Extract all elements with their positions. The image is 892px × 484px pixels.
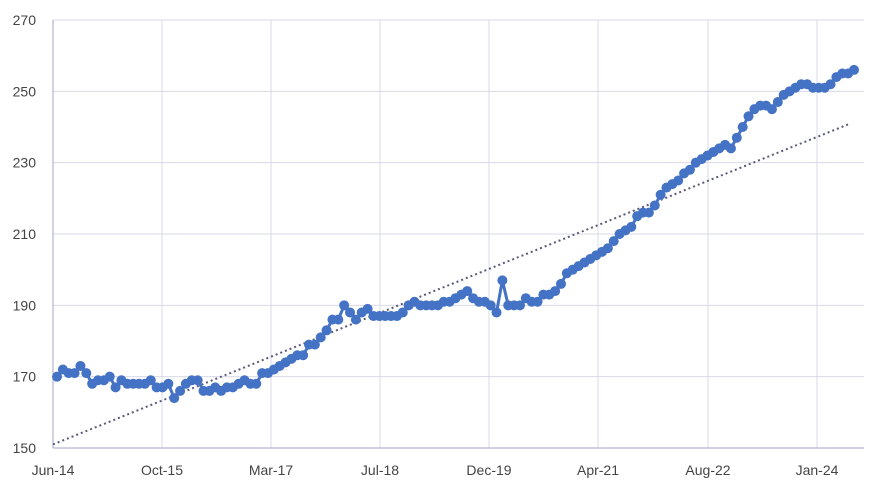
series-layer	[52, 64, 859, 404]
data-point	[649, 200, 660, 211]
data-point	[169, 393, 180, 404]
y-tick-label: 210	[13, 226, 37, 242]
y-tick-label: 230	[13, 155, 37, 171]
data-point	[731, 132, 742, 143]
x-tick-label: Jun-14	[32, 462, 75, 478]
trendline-layer	[52, 122, 851, 446]
data-point	[69, 368, 80, 379]
data-point	[104, 371, 115, 382]
data-point	[251, 378, 262, 389]
data-point	[75, 360, 86, 371]
data-point	[362, 303, 373, 314]
data-point	[725, 143, 736, 154]
y-tick-label: 250	[13, 83, 37, 99]
data-point	[643, 207, 654, 218]
data-point	[684, 164, 695, 175]
y-tick-label: 170	[13, 369, 37, 385]
y-tick-label: 150	[13, 440, 37, 456]
data-point	[298, 350, 309, 361]
data-point	[608, 236, 619, 247]
data-point	[163, 378, 174, 389]
x-tick-label: Aug-22	[685, 462, 730, 478]
data-point	[81, 368, 92, 379]
data-point	[339, 300, 350, 311]
data-point	[825, 79, 836, 90]
data-point	[655, 189, 666, 200]
data-point	[192, 375, 203, 386]
data-point	[849, 64, 859, 75]
x-tick-label: Jul-18	[361, 462, 399, 478]
gridlines	[53, 19, 864, 448]
data-point	[743, 111, 754, 122]
x-tick-label: Oct-15	[141, 462, 183, 478]
data-point	[766, 104, 777, 115]
data-point	[309, 339, 320, 350]
data-point	[737, 122, 748, 132]
x-tick-label: Apr-21	[577, 462, 619, 478]
data-point	[333, 314, 344, 325]
data-point	[485, 300, 496, 311]
data-point	[321, 325, 332, 336]
data-point	[673, 175, 684, 186]
trendline	[52, 122, 851, 446]
y-tick-label: 190	[13, 297, 37, 313]
data-point	[497, 275, 508, 286]
data-point	[462, 286, 473, 297]
data-point	[52, 371, 62, 382]
data-point	[602, 243, 613, 254]
data-point	[145, 375, 156, 386]
data-point	[491, 307, 502, 318]
x-tick-label: Jan-24	[796, 462, 839, 478]
data-point	[397, 307, 408, 318]
tick-labels: 150 170 190 210 230 250 270 Jun-14 Oct-15 Mar-17 J…	[13, 12, 839, 478]
data-point	[514, 300, 525, 311]
data-point	[345, 307, 356, 318]
data-point	[175, 385, 186, 396]
x-tick-label: Mar-17	[249, 462, 294, 478]
data-point	[110, 382, 121, 393]
x-tick-label: Dec-19	[466, 462, 511, 478]
data-point	[532, 296, 543, 307]
y-tick-label: 270	[13, 12, 37, 28]
data-point	[626, 221, 637, 232]
data-point	[555, 278, 566, 289]
data-point	[550, 286, 561, 297]
data-point	[350, 314, 361, 325]
data-point	[772, 97, 783, 108]
data-point	[315, 332, 326, 343]
